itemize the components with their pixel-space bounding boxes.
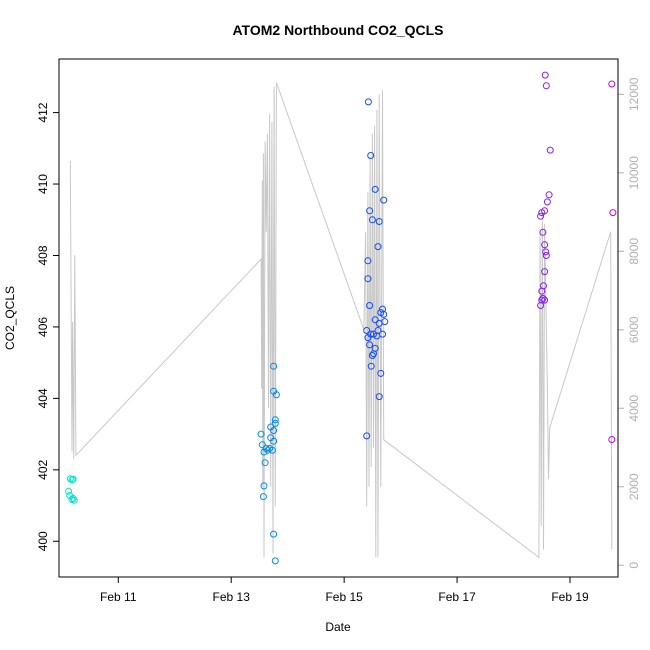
data-point (366, 341, 374, 349)
data-point (68, 476, 76, 484)
data-point (260, 482, 268, 490)
data-point (260, 448, 268, 456)
data-point (271, 419, 279, 427)
data-point (258, 441, 266, 449)
data-point (363, 432, 371, 440)
x-tick-label: Feb 17 (438, 590, 476, 604)
y2-tick-label: 12000 (627, 77, 641, 111)
data-point (608, 436, 616, 443)
data-point (377, 369, 385, 377)
data-point (270, 362, 278, 370)
x-tick-label: Feb 13 (213, 590, 251, 604)
y-axis-label: CO2_QCLS (3, 286, 17, 350)
x-tick-label: Feb 19 (551, 590, 589, 604)
data-point (366, 302, 374, 309)
data-point (538, 296, 546, 304)
data-point (541, 268, 549, 276)
data-point (541, 71, 549, 79)
points-layer (65, 71, 617, 565)
y2-tick-label: 2000 (627, 473, 641, 500)
secondary-line-layer (69, 82, 613, 559)
data-point (542, 248, 550, 256)
data-point (364, 98, 372, 106)
y2-tick-label: 10000 (627, 156, 641, 190)
data-point (66, 475, 74, 483)
data-point (366, 207, 374, 215)
data-point (363, 327, 371, 334)
data-point (380, 310, 388, 318)
x-axis-label: Date (325, 620, 351, 634)
data-point (609, 209, 617, 217)
data-point (371, 344, 379, 352)
data-point (364, 257, 372, 265)
data-point (537, 212, 545, 220)
data-point (270, 437, 278, 445)
y-tick-label: 402 (36, 459, 50, 479)
data-point (271, 416, 279, 424)
y-axis-right: 0 2000 4000 6000 8000 10000 12000 (618, 77, 641, 569)
y-tick-label: 400 (36, 531, 50, 551)
data-point (379, 330, 386, 338)
data-point (542, 252, 550, 259)
data-point (69, 475, 77, 483)
data-point (379, 305, 386, 313)
data-point (370, 330, 377, 338)
data-point (375, 218, 383, 225)
data-point (541, 241, 549, 249)
chart-title: ATOM2 Northbound CO2_QCLS (232, 22, 443, 38)
data-point (374, 327, 382, 334)
data-point (374, 243, 382, 251)
data-point (65, 487, 73, 495)
data-point (608, 80, 616, 88)
data-point (70, 496, 78, 504)
data-point (268, 446, 276, 454)
data-point (539, 294, 547, 302)
data-point (367, 362, 375, 370)
plot-frame (58, 58, 619, 578)
secondary-series-line (69, 82, 613, 559)
y-tick-label: 404 (36, 388, 50, 408)
data-point (69, 494, 77, 502)
y2-tick-label: 6000 (627, 316, 641, 343)
y-tick-label: 408 (36, 245, 50, 265)
x-tick-label: Feb 11 (100, 590, 137, 604)
data-point (546, 146, 554, 154)
y-tick-label: 410 (36, 174, 50, 194)
data-point (545, 191, 553, 199)
y-axis-left: 400 402 404 406 408 410 412 (36, 102, 59, 551)
data-point (375, 393, 383, 401)
data-point (259, 493, 267, 501)
data-point (257, 430, 265, 438)
data-point (367, 330, 375, 338)
data-point (381, 318, 389, 326)
data-point (542, 82, 550, 90)
data-point (541, 296, 549, 304)
data-point (261, 459, 269, 467)
data-point (364, 275, 372, 283)
data-point (541, 207, 549, 215)
data-point (368, 352, 376, 359)
data-point (270, 427, 278, 434)
data-point (368, 216, 376, 224)
y2-tick-label: 8000 (627, 238, 641, 265)
data-point (371, 185, 379, 193)
data-point (264, 446, 272, 454)
data-point (272, 391, 280, 399)
data-point (380, 196, 388, 204)
data-point (262, 444, 270, 452)
y-tick-label: 412 (36, 102, 50, 122)
x-tick-label: Feb 15 (325, 590, 363, 604)
data-point (539, 228, 547, 236)
y2-tick-label: 4000 (627, 395, 641, 422)
y-tick-label: 406 (36, 317, 50, 337)
x-axis: Feb 11 Feb 13 Feb 15 Feb 17 Feb 19 (100, 577, 589, 604)
data-point (270, 530, 278, 538)
data-point (540, 282, 547, 290)
data-point (543, 198, 551, 206)
data-point (371, 316, 379, 324)
data-point (271, 557, 279, 565)
data-point (367, 152, 375, 159)
y2-tick-label: 0 (627, 562, 641, 569)
